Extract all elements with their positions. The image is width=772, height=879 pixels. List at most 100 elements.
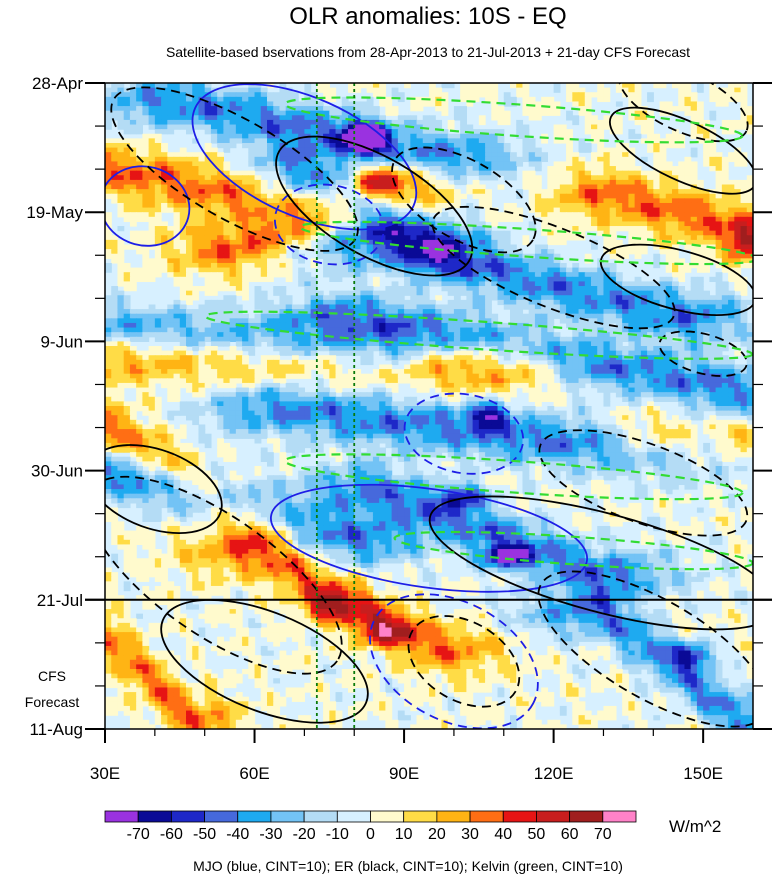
- heatmap-cell: [584, 346, 592, 352]
- heatmap-cell: [267, 318, 274, 324]
- heatmap-cell: [491, 332, 499, 338]
- heatmap-cell: [734, 119, 742, 126]
- heatmap-cell: [142, 179, 150, 186]
- heatmap-cell: [210, 189, 218, 195]
- heatmap-cell: [316, 129, 324, 135]
- heatmap-cell: [123, 156, 131, 163]
- heatmap-cell: [516, 309, 524, 315]
- heatmap-cell: [678, 350, 686, 356]
- heatmap-cell: [335, 156, 343, 163]
- heatmap-cell: [360, 179, 368, 186]
- heatmap-cell: [179, 276, 187, 283]
- heatmap-cell: [154, 175, 162, 181]
- heatmap-cell: [728, 332, 735, 338]
- heatmap-cell: [291, 152, 299, 158]
- heatmap-cell: [715, 193, 723, 199]
- heatmap-cell: [491, 152, 499, 158]
- heatmap-cell: [341, 346, 349, 352]
- heatmap-cell: [422, 129, 430, 135]
- heatmap-cell: [379, 193, 386, 199]
- heatmap-cell: [553, 189, 561, 195]
- heatmap-cell: [553, 193, 561, 199]
- heatmap-cell: [503, 276, 511, 283]
- heatmap-cell: [584, 119, 592, 126]
- heatmap-cell: [329, 96, 337, 103]
- heatmap-cell: [117, 170, 125, 176]
- heatmap-cell: [129, 281, 137, 287]
- heatmap-cell: [684, 346, 692, 352]
- heatmap-cell: [478, 253, 486, 259]
- heatmap-cell: [154, 239, 162, 246]
- heatmap-cell: [522, 286, 530, 292]
- heatmap-cell: [179, 221, 187, 227]
- heatmap-cell: [516, 322, 524, 329]
- heatmap-cell: [298, 230, 305, 236]
- heatmap-cell: [447, 336, 455, 342]
- heatmap-cell: [734, 235, 742, 241]
- heatmap-cell: [391, 119, 399, 126]
- heatmap-cell: [653, 295, 661, 301]
- heatmap-cell: [210, 313, 218, 319]
- heatmap-cell: [659, 161, 667, 167]
- heatmap-cell: [154, 202, 162, 209]
- heatmap-cell: [186, 193, 193, 199]
- heatmap-cell: [248, 184, 256, 190]
- heatmap-cell: [404, 193, 411, 199]
- heatmap-cell: [210, 207, 218, 213]
- heatmap-cell: [167, 152, 175, 158]
- heatmap-cell: [534, 332, 542, 338]
- heatmap-cell: [385, 189, 393, 195]
- heatmap-cell: [647, 119, 654, 126]
- heatmap-cell: [129, 318, 137, 324]
- heatmap-cell: [341, 129, 349, 135]
- heatmap-cell: [634, 106, 642, 112]
- heatmap-cell: [173, 346, 181, 352]
- heatmap-cell: [491, 239, 499, 246]
- heatmap-cell: [696, 101, 704, 107]
- heatmap-cell: [416, 142, 424, 149]
- heatmap-cell: [603, 295, 611, 301]
- heatmap-cell: [597, 166, 605, 172]
- heatmap-cell: [541, 226, 548, 232]
- heatmap-cell: [179, 87, 187, 93]
- heatmap-cell: [235, 170, 243, 176]
- heatmap-cell: [597, 230, 605, 236]
- heatmap-cell: [229, 262, 237, 269]
- heatmap-cell: [553, 253, 561, 259]
- heatmap-cell: [279, 318, 287, 324]
- heatmap-cell: [192, 175, 200, 181]
- heatmap-cell: [491, 106, 499, 112]
- heatmap-cell: [291, 221, 299, 227]
- heatmap-cell: [279, 156, 287, 163]
- heatmap-cell: [696, 230, 704, 236]
- heatmap-cell: [728, 276, 735, 283]
- heatmap-cell: [316, 119, 324, 126]
- heatmap-cell: [615, 129, 623, 135]
- heatmap-cell: [198, 87, 206, 93]
- heatmap-cell: [117, 309, 125, 315]
- heatmap-cell: [105, 152, 112, 158]
- heatmap-cell: [273, 336, 281, 342]
- heatmap-cell: [136, 161, 143, 167]
- heatmap-cell: [628, 147, 636, 153]
- heatmap-cell: [478, 276, 486, 283]
- heatmap-cell: [721, 129, 729, 135]
- heatmap-cell: [447, 327, 455, 333]
- heatmap-cell: [291, 138, 299, 144]
- heatmap-cell: [628, 309, 636, 315]
- heatmap-cell: [111, 161, 119, 167]
- heatmap-cell: [528, 193, 536, 199]
- heatmap-cell: [229, 101, 237, 107]
- heatmap-cell: [547, 336, 555, 342]
- heatmap-cell: [659, 202, 667, 209]
- heatmap-cell: [366, 175, 374, 181]
- heatmap-cell: [254, 138, 262, 144]
- heatmap-cell: [329, 175, 337, 181]
- heatmap-cell: [721, 198, 729, 204]
- heatmap-cell: [111, 327, 119, 333]
- heatmap-cell: [659, 239, 667, 246]
- heatmap-cell: [429, 304, 436, 310]
- heatmap-cell: [366, 212, 374, 218]
- heatmap-cell: [198, 106, 206, 112]
- heatmap-cell: [684, 239, 692, 246]
